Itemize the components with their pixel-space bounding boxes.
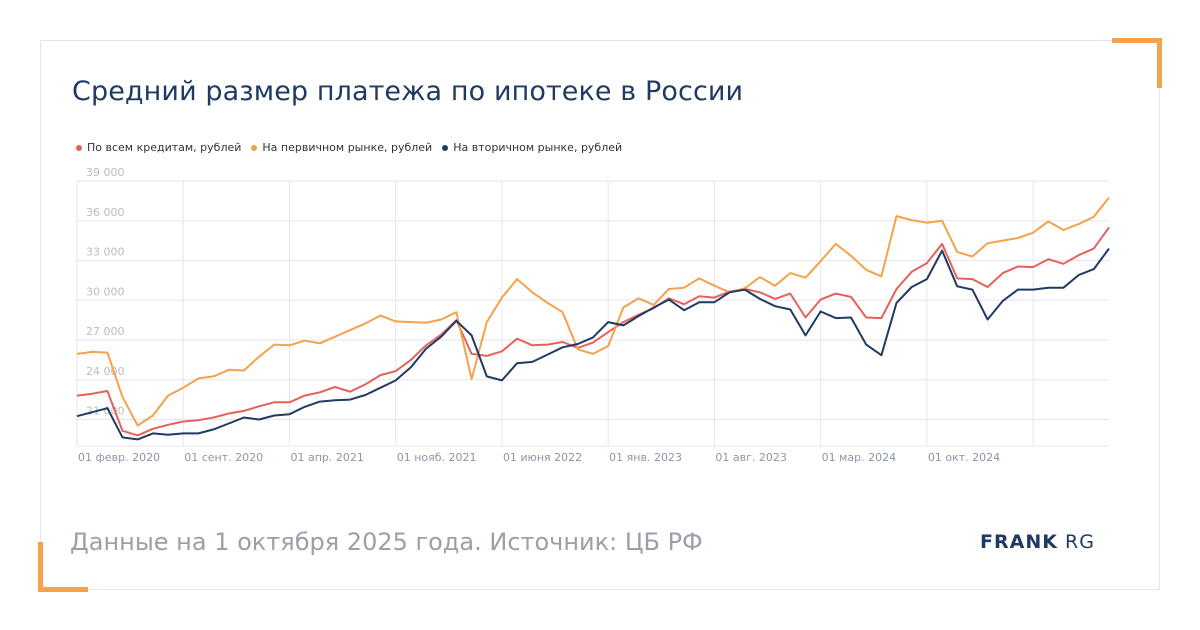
series-line-0 <box>76 226 1110 437</box>
legend-label-primary: На первичном рынке, рублей <box>262 141 433 154</box>
x-tick-label: 01 февр. 2020 <box>78 451 160 464</box>
y-tick-label: 33 000 <box>86 246 125 259</box>
legend-item-primary: На первичном рынке, рублей <box>251 141 432 154</box>
x-tick-label: 01 окт. 2024 <box>928 451 1000 464</box>
x-tick-label: 01 июня 2022 <box>503 451 582 464</box>
legend-item-all: По всем кредитам, рублей <box>76 141 241 154</box>
y-tick-label: 24 000 <box>86 365 125 378</box>
legend-item-secondary: На вторичном рынке, рублей <box>442 141 622 154</box>
corner-accent-top-horizontal <box>1112 38 1162 43</box>
brand-logo-light: RG <box>1065 531 1095 553</box>
x-tick-label: 01 сент. 2020 <box>184 451 263 464</box>
y-tick-label: 21 000 <box>86 405 125 418</box>
corner-accent-bottom-vertical <box>38 542 43 592</box>
series-line-1 <box>76 196 1110 427</box>
y-tick-label: 36 000 <box>86 206 125 219</box>
legend-dot-secondary <box>442 144 449 151</box>
legend-dot-primary <box>251 144 258 151</box>
y-tick-label: 27 000 <box>86 325 125 338</box>
x-tick-label: 01 мар. 2024 <box>822 451 897 464</box>
source-note: Данные на 1 октября 2025 года. Источник:… <box>70 528 703 556</box>
legend-label-all: По всем кредитам, рублей <box>87 141 242 154</box>
x-tick-label: 01 нояб. 2021 <box>397 451 477 464</box>
chart-legend: По всем кредитам, рублей На первичном ры… <box>76 141 622 154</box>
x-tick-label: 01 янв. 2023 <box>609 451 682 464</box>
legend-label-secondary: На вторичном рынке, рублей <box>453 141 623 154</box>
legend-dot-all <box>76 144 82 151</box>
corner-accent-top-vertical <box>1157 38 1162 88</box>
brand-logo-bold: FRANK <box>980 531 1058 553</box>
y-tick-label: 30 000 <box>86 285 125 298</box>
x-tick-label: 01 авг. 2023 <box>715 451 786 464</box>
series-line-2 <box>76 248 1110 441</box>
chart-card <box>40 40 1160 590</box>
brand-logo: FRANK RG <box>980 531 1095 553</box>
chart-title: Средний размер платежа по ипотеке в Росс… <box>72 76 744 107</box>
y-tick-label: 39 000 <box>86 166 125 179</box>
corner-accent-bottom-horizontal <box>38 587 88 592</box>
x-tick-label: 01 апр. 2021 <box>290 451 363 464</box>
